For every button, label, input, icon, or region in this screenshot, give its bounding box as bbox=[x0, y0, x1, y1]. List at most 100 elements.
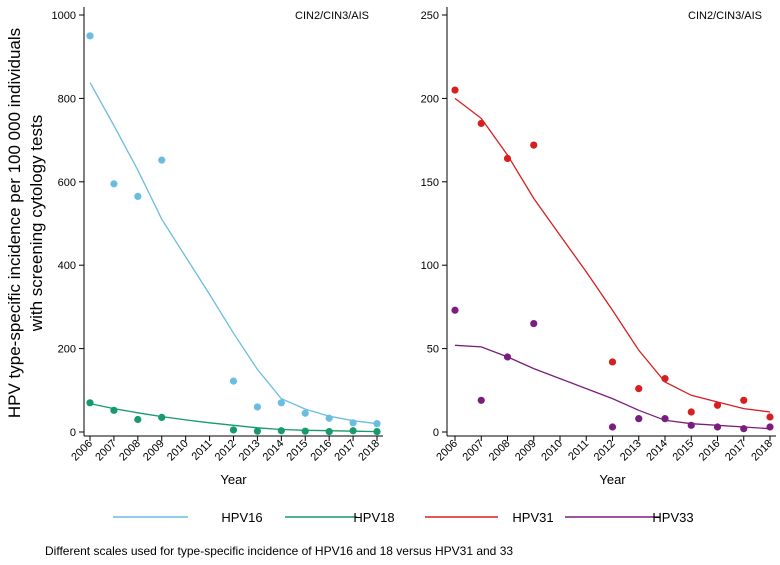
hpv16-point bbox=[229, 377, 238, 385]
hpv18-point bbox=[325, 427, 333, 436]
hpv33-point bbox=[503, 353, 512, 361]
hpv16-point bbox=[134, 192, 142, 200]
hpv18-point bbox=[86, 399, 94, 407]
hpv16-point bbox=[110, 180, 118, 188]
hpv33-point bbox=[740, 425, 748, 433]
hpv31-point bbox=[766, 413, 774, 421]
hpv31-point bbox=[635, 385, 643, 393]
hpv16-point bbox=[277, 399, 285, 407]
hpv31-point bbox=[608, 358, 617, 366]
x-axis-title: Year bbox=[220, 472, 247, 487]
y-tick-label: 150 bbox=[421, 177, 439, 189]
legend-label-hpv31: HPV31 bbox=[512, 510, 553, 525]
panel-title: CIN2/CIN3/AIS bbox=[295, 10, 369, 22]
legend-label-hpv16: HPV16 bbox=[221, 510, 262, 525]
y-tick-label: 200 bbox=[58, 344, 76, 356]
panel-1: 0200400600800100020062007200820092010201… bbox=[52, 7, 383, 487]
legend: HPV16 HPV18 HPV31 HPV33 bbox=[113, 510, 694, 525]
hpv16-point bbox=[86, 32, 94, 40]
x-tick-label: 2017 bbox=[332, 438, 358, 464]
x-tick-label: 2018 bbox=[749, 438, 775, 464]
hpv33-point bbox=[661, 415, 669, 423]
y-axis-title-line1: HPV type-specific incidence per 100 000 … bbox=[5, 28, 24, 418]
y-tick-label: 0 bbox=[70, 427, 76, 439]
x-tick-label: 2015 bbox=[285, 438, 311, 464]
x-tick-label: 2012 bbox=[213, 438, 239, 464]
y-tick-label: 800 bbox=[58, 93, 76, 105]
x-tick-label: 2008 bbox=[117, 438, 143, 464]
hpv16-trend-line bbox=[89, 82, 378, 425]
hpv31-point bbox=[451, 86, 459, 94]
hpv18-point bbox=[229, 426, 238, 434]
hpv33-point bbox=[635, 415, 643, 423]
hpv18-point bbox=[277, 427, 285, 435]
hpv16-point bbox=[349, 419, 357, 427]
y-axis-title-line2: with screening cytology tests bbox=[27, 115, 46, 332]
legend-label-hpv33: HPV33 bbox=[652, 510, 693, 525]
x-tick-label: 2011 bbox=[189, 438, 214, 463]
x-axis-title: Year bbox=[599, 472, 626, 487]
hpv33-trend-line bbox=[454, 344, 771, 430]
hpv31-point bbox=[713, 401, 722, 409]
x-tick-label: 2018 bbox=[356, 438, 382, 464]
x-tick-label: 2016 bbox=[697, 438, 723, 464]
hpv31-point bbox=[530, 141, 538, 149]
x-tick-label: 2009 bbox=[141, 438, 167, 464]
x-tick-label: 2011 bbox=[566, 438, 591, 463]
x-tick-label: 2013 bbox=[237, 438, 263, 464]
hpv16-point bbox=[158, 156, 166, 164]
y-tick-label: 50 bbox=[427, 344, 439, 356]
hpv18-point bbox=[349, 427, 357, 435]
x-tick-label: 2008 bbox=[487, 438, 513, 464]
x-tick-label: 2017 bbox=[723, 438, 749, 464]
footnote: Different scales used for type-specific … bbox=[45, 544, 514, 558]
legend-label-hpv18: HPV18 bbox=[353, 510, 394, 525]
x-tick-label: 2014 bbox=[261, 438, 287, 464]
y-tick-label: 100 bbox=[421, 260, 439, 272]
y-tick-label: 1000 bbox=[52, 10, 76, 22]
x-tick-label: 2007 bbox=[93, 438, 119, 464]
hpv18-point bbox=[110, 406, 118, 414]
x-tick-label: 2016 bbox=[308, 438, 334, 464]
x-tick-label: 2010 bbox=[165, 438, 191, 464]
panel-title: CIN2/CIN3/AIS bbox=[688, 10, 762, 22]
hpv33-point bbox=[530, 319, 538, 328]
y-tick-label: 0 bbox=[433, 427, 439, 439]
x-tick-label: 2013 bbox=[618, 438, 644, 464]
x-tick-label: 2007 bbox=[461, 438, 487, 464]
hpv33-point bbox=[451, 306, 459, 314]
x-tick-label: 2012 bbox=[592, 438, 618, 464]
hpv33-point bbox=[766, 423, 774, 431]
hpv33-point bbox=[477, 396, 485, 404]
hpv18-point bbox=[301, 427, 309, 435]
y-tick-label: 600 bbox=[58, 177, 76, 189]
hpv31-point bbox=[477, 119, 485, 128]
y-tick-label: 250 bbox=[421, 10, 439, 22]
hpv31-point bbox=[687, 408, 695, 416]
hpv18-point bbox=[253, 427, 262, 435]
hpv18-point bbox=[158, 413, 166, 422]
x-tick-label: 2006 bbox=[69, 438, 95, 464]
hpv16-point bbox=[325, 414, 333, 422]
x-tick-label: 2010 bbox=[539, 438, 565, 464]
hpv31-point bbox=[661, 375, 669, 383]
hpv33-point bbox=[713, 423, 722, 431]
y-tick-label: 400 bbox=[58, 260, 76, 272]
y-tick-label: 200 bbox=[421, 93, 439, 105]
x-tick-label: 2006 bbox=[434, 438, 460, 464]
hpv33-point bbox=[687, 421, 695, 429]
x-tick-label: 2015 bbox=[671, 438, 697, 464]
hpv31-point bbox=[740, 396, 748, 404]
x-tick-label: 2009 bbox=[513, 438, 539, 464]
hpv31-point bbox=[503, 154, 512, 163]
x-tick-label: 2014 bbox=[644, 438, 670, 464]
hpv33-point bbox=[608, 423, 617, 431]
hpv18-point bbox=[373, 427, 381, 436]
hpv16-point bbox=[301, 409, 309, 417]
hpv16-point bbox=[253, 403, 262, 411]
hpv16-point bbox=[373, 420, 381, 428]
hpv18-point bbox=[134, 415, 142, 424]
